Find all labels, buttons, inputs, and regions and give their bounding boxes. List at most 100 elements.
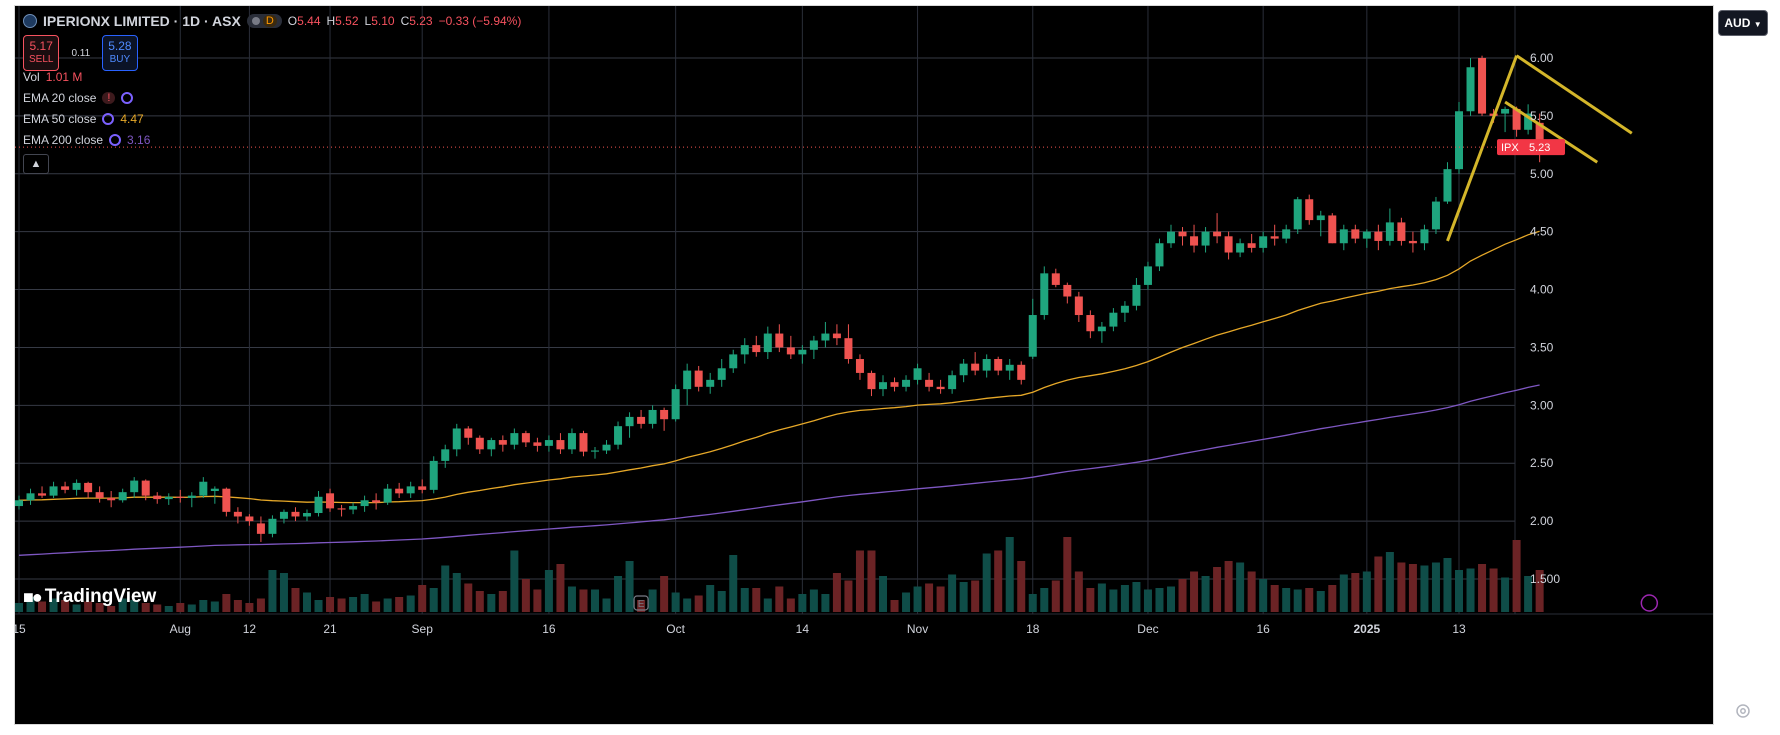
settings-icon[interactable] bbox=[1735, 703, 1751, 719]
ema200-legend[interactable]: EMA 200 close 3.16 bbox=[23, 133, 150, 147]
candle-body bbox=[1397, 222, 1406, 241]
volume-bar bbox=[418, 585, 427, 612]
volume-bar bbox=[360, 594, 369, 612]
ema20-legend[interactable]: EMA 20 close ! bbox=[23, 91, 134, 105]
symbol-title[interactable]: IPERIONX LIMITED · 1D · ASX bbox=[43, 13, 241, 29]
trendline-lower bbox=[1504, 100, 1599, 164]
volume-bar bbox=[556, 564, 565, 612]
volume-bar bbox=[187, 604, 196, 612]
candle-body bbox=[567, 433, 576, 450]
change-value: −0.33 (−5.94%) bbox=[438, 14, 522, 28]
x-tick-label: 12 bbox=[243, 622, 257, 636]
price-tag-ticker: IPX bbox=[1501, 142, 1519, 154]
volume-bar bbox=[1086, 588, 1095, 612]
volume-bar bbox=[1201, 576, 1210, 612]
candle-body bbox=[648, 409, 657, 424]
candle-body bbox=[107, 497, 116, 501]
candle-body bbox=[1362, 231, 1371, 239]
x-tick-label: 15 bbox=[15, 622, 26, 636]
tradingview-logo[interactable]: ■● TradingView bbox=[23, 586, 156, 608]
volume-bar bbox=[752, 588, 761, 612]
volume-bar bbox=[372, 601, 381, 612]
candle-body bbox=[683, 370, 692, 390]
volume-bar bbox=[844, 580, 853, 612]
candle-body bbox=[72, 482, 81, 490]
volume-bar bbox=[1132, 582, 1141, 612]
volume-bar bbox=[395, 597, 404, 612]
volume-bar bbox=[740, 588, 749, 612]
warning-icon[interactable]: ! bbox=[102, 92, 116, 104]
y-tick-label: 2.00 bbox=[1530, 514, 1554, 528]
candle-body bbox=[1236, 243, 1245, 253]
volume-bar bbox=[1097, 583, 1106, 612]
volume-bar bbox=[671, 592, 680, 612]
spread-value: 0.11 bbox=[71, 47, 91, 59]
candle-body bbox=[925, 379, 934, 387]
volume-bar bbox=[683, 598, 692, 612]
candle-body bbox=[314, 496, 323, 514]
ema50-legend[interactable]: EMA 50 close 4.47 bbox=[23, 112, 144, 126]
volume-bar bbox=[763, 598, 772, 612]
candle-body bbox=[303, 513, 311, 517]
candle-body bbox=[625, 416, 634, 427]
chart-panel[interactable]: 6.00 5.50 5.00 4.50 4.00 3.50 3.00 2.50 2.00 1.50… bbox=[14, 5, 1714, 725]
brand-name: TradingView bbox=[44, 586, 157, 607]
refresh-icon[interactable] bbox=[121, 92, 134, 104]
candle-body bbox=[1282, 229, 1291, 239]
volume-bar bbox=[1489, 568, 1498, 612]
candle-body bbox=[1155, 243, 1164, 267]
buy-button[interactable]: 5.28 BUY bbox=[102, 35, 138, 71]
candle-body bbox=[464, 428, 473, 438]
sell-button[interactable]: 5.17 SELL bbox=[23, 35, 60, 71]
volume-bar bbox=[1316, 591, 1325, 612]
volume-bar bbox=[1120, 585, 1129, 612]
volume-bar bbox=[948, 574, 957, 612]
y-tick-label: 4.50 bbox=[1530, 225, 1554, 239]
ipx-logo-icon bbox=[23, 14, 37, 28]
x-tick-label: 14 bbox=[796, 622, 810, 636]
candle-body bbox=[798, 349, 807, 355]
volume-bar bbox=[337, 598, 346, 612]
candle-body bbox=[233, 511, 242, 517]
volume-bar bbox=[153, 604, 162, 612]
candle-body bbox=[1190, 236, 1199, 246]
candle-body bbox=[1374, 231, 1383, 241]
candle-body bbox=[1178, 231, 1187, 237]
refresh-icon[interactable] bbox=[109, 134, 122, 146]
candle-body bbox=[199, 481, 208, 496]
low-value: 5.10 bbox=[371, 14, 395, 28]
volume-bar bbox=[694, 595, 703, 612]
candle-body bbox=[533, 442, 542, 446]
volume-bar bbox=[118, 598, 127, 612]
candle-body bbox=[383, 488, 392, 503]
volume-bar bbox=[625, 561, 634, 612]
volume-legend[interactable]: Vol 1.01 M bbox=[23, 70, 82, 84]
volume-bar bbox=[107, 606, 116, 612]
volume-bar bbox=[487, 594, 496, 612]
refresh-icon[interactable] bbox=[102, 113, 115, 125]
volume-bar bbox=[1167, 586, 1175, 612]
candle-body bbox=[1005, 364, 1014, 371]
candle-body bbox=[452, 428, 461, 450]
candle-body bbox=[1385, 222, 1394, 241]
volume-bar bbox=[1535, 570, 1544, 612]
ema20-label: EMA 20 close bbox=[23, 91, 97, 105]
interval-badge[interactable]: D bbox=[246, 14, 282, 28]
candle-body bbox=[1074, 296, 1083, 316]
volume-bar bbox=[591, 589, 599, 612]
currency-button[interactable]: AUD ▼ bbox=[1718, 10, 1768, 36]
x-tick-label: Oct bbox=[666, 622, 685, 636]
volume-bar bbox=[1282, 588, 1291, 612]
y-tick-label: 5.00 bbox=[1530, 167, 1554, 181]
volume-bar bbox=[1362, 571, 1371, 612]
collapse-legend-button[interactable]: ▲ bbox=[23, 154, 49, 174]
ohlc-readout: O 5.44 H 5.52 L 5.10 C 5.23 −0.33 (−5.94%) bbox=[288, 14, 522, 28]
volume-bar bbox=[959, 582, 968, 612]
y-tick-label: 3.50 bbox=[1530, 340, 1554, 354]
candle-body bbox=[1408, 240, 1417, 244]
volume-bar bbox=[1051, 580, 1060, 612]
close-label: C bbox=[400, 14, 410, 28]
chevron-up-icon: ▲ bbox=[30, 158, 42, 170]
price-chart[interactable]: 6.00 5.50 5.00 4.50 4.00 3.50 3.00 2.50 2.00 1.50… bbox=[15, 6, 1714, 725]
